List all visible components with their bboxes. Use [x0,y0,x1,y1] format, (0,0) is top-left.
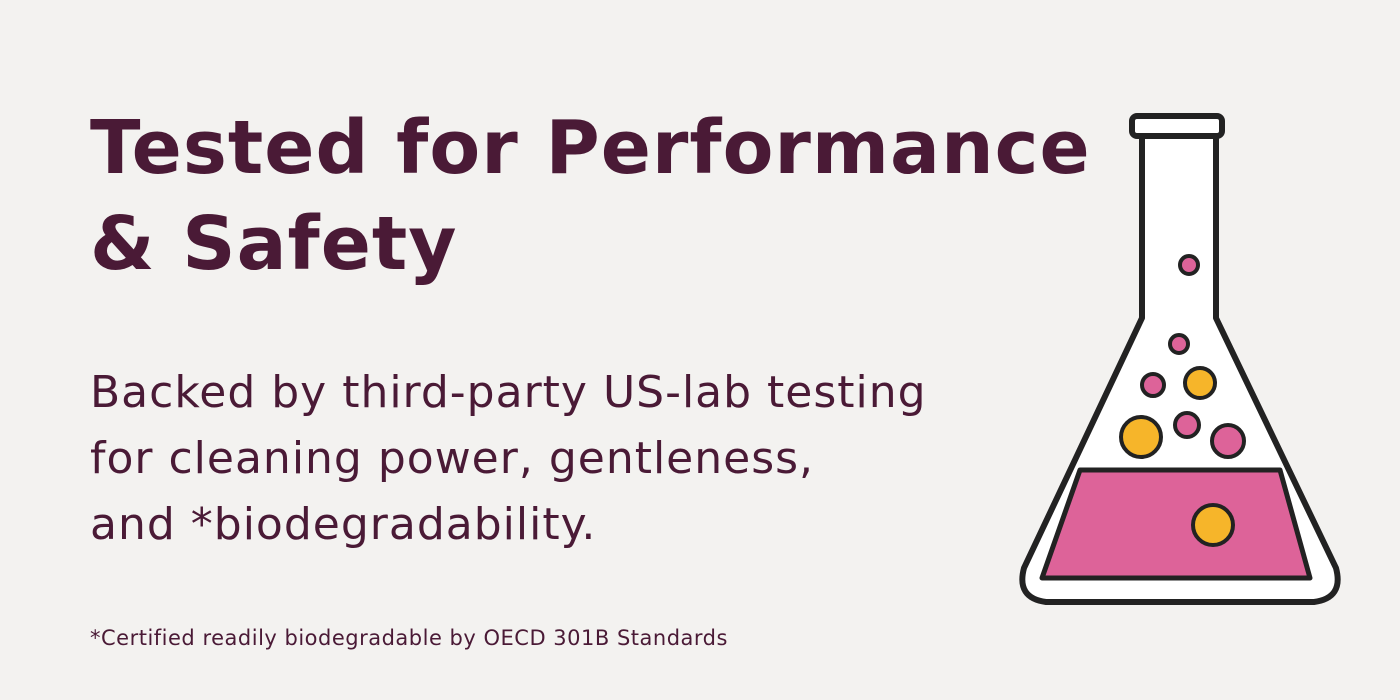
footnote: *Certified readily biodegradable by OECD… [90,626,728,650]
title: Tested for Performance & Safety [90,100,1091,292]
body-line: for cleaning power, gentleness, [90,433,815,484]
title-line: Tested for Performance [90,105,1091,191]
flask-icon [1019,113,1341,605]
body-text: Backed by third-party US-lab testing for… [90,360,927,558]
title-line: & Safety [90,201,458,287]
body-line: and *biodegradability. [90,499,597,550]
body-line: Backed by third-party US-lab testing [90,367,927,418]
